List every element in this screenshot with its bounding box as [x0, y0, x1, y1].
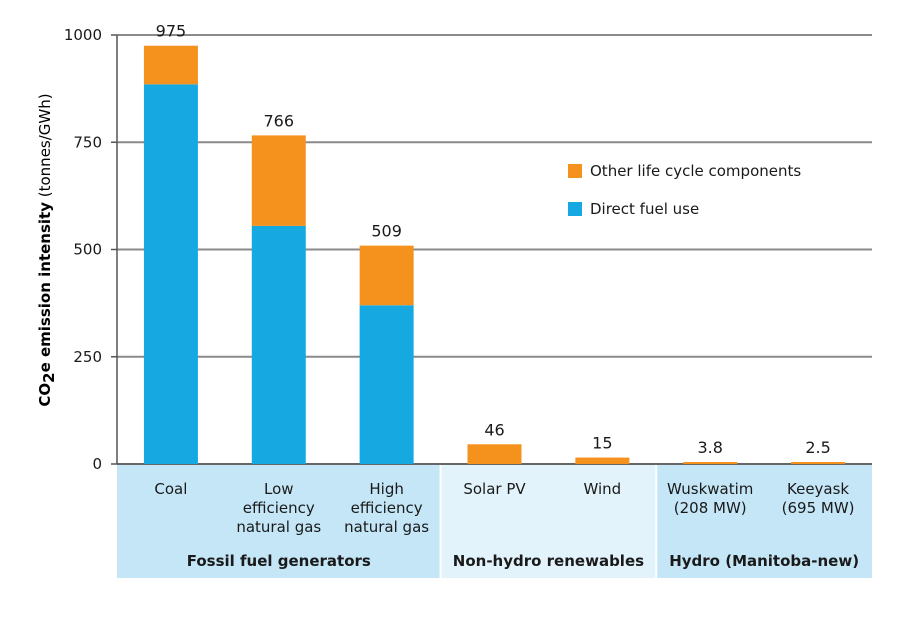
- total-value-label: 509: [371, 222, 402, 241]
- group-band-2: [656, 464, 872, 578]
- bar-other-lifecycle-5: [683, 462, 738, 464]
- legend: Other life cycle components Direct fuel u…: [568, 162, 801, 218]
- y-tick-label: 250: [73, 348, 102, 366]
- bar-other-lifecycle-0: [143, 45, 198, 85]
- legend-swatch: [568, 164, 582, 178]
- bars: [143, 45, 846, 465]
- category-label: (208 MW): [674, 499, 747, 517]
- y-tick-label: 1000: [64, 26, 102, 44]
- group-label: Non-hydro renewables: [453, 552, 644, 570]
- group-label: Fossil fuel generators: [187, 552, 371, 570]
- y-tick-label: 0: [92, 455, 102, 473]
- bar-other-lifecycle-1: [251, 135, 306, 226]
- group-band-1: [440, 464, 657, 578]
- total-value-label: 15: [592, 434, 612, 453]
- y-axis-label-main: e emission intensity: [36, 202, 54, 373]
- total-value-label: 3.8: [697, 438, 722, 457]
- group-labels: Fossil fuel generators Non-hydro renewabl…: [187, 552, 859, 570]
- total-value-label: 766: [264, 111, 295, 130]
- bar-other-lifecycle-6: [791, 462, 846, 464]
- category-label: natural gas: [344, 518, 429, 536]
- category-label: High: [369, 480, 403, 498]
- total-value-label: 2.5: [805, 438, 830, 457]
- y-axis-label-co: CO: [36, 383, 54, 407]
- gridlines: [111, 34, 872, 465]
- bar-other-lifecycle-3: [467, 444, 522, 464]
- bar-direct-fuel-1: [251, 225, 306, 464]
- total-value-label: 46: [484, 420, 504, 439]
- bar-other-lifecycle-2: [359, 245, 414, 306]
- y-tick-labels: 0 250 500 750 1000: [64, 26, 102, 473]
- y-tick-label: 750: [73, 133, 102, 151]
- bar-direct-fuel-2: [359, 305, 414, 464]
- category-label: Keeyask: [787, 480, 849, 498]
- category-label: Wind: [584, 480, 622, 498]
- category-group-bands: [117, 464, 872, 578]
- bar-direct-fuel-0: [143, 84, 198, 465]
- y-axis-label-unit: (tonnes/GWh): [36, 93, 54, 202]
- y-axis-label: CO2e emission intensity (tonnes/GWh): [36, 93, 58, 406]
- group-band-0: [117, 464, 441, 578]
- group-label: Hydro (Manitoba-new): [669, 552, 859, 570]
- total-value-label: 975: [156, 22, 187, 41]
- legend-swatch: [568, 202, 582, 216]
- total-value-labels: 975 766 509 46 15 3.8 2.5: [156, 22, 831, 457]
- y-tick-label: 500: [73, 241, 102, 259]
- category-label: Solar PV: [463, 480, 526, 498]
- category-label: Low: [264, 480, 294, 498]
- category-label: natural gas: [236, 518, 321, 536]
- category-label: Wuskwatim: [667, 480, 753, 498]
- category-label: efficiency: [243, 499, 315, 517]
- category-label: Coal: [154, 480, 187, 498]
- y-axis-label-sub: 2: [40, 372, 58, 382]
- legend-label: Direct fuel use: [590, 200, 699, 218]
- bar-other-lifecycle-4: [575, 457, 630, 464]
- legend-label: Other life cycle components: [590, 162, 801, 180]
- category-label: efficiency: [351, 499, 423, 517]
- category-label: (695 MW): [782, 499, 855, 517]
